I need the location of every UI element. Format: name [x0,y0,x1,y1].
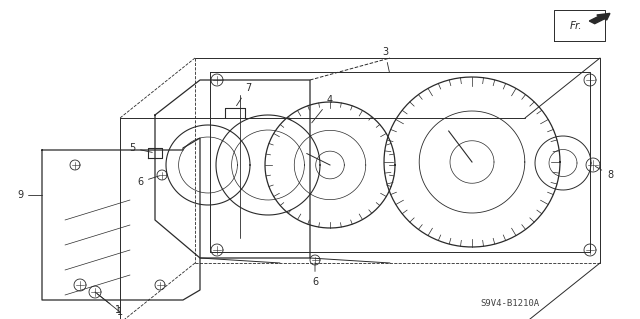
Text: 8: 8 [595,167,613,180]
Text: 6: 6 [137,176,159,187]
Text: 1: 1 [97,294,121,315]
Text: 3: 3 [382,47,389,72]
Text: 7: 7 [237,83,251,106]
Text: Fr.: Fr. [570,20,582,31]
FancyArrow shape [589,13,610,24]
Text: 6: 6 [312,263,318,287]
Text: 4: 4 [312,95,333,123]
Text: S9V4-B1210A: S9V4-B1210A [481,299,540,308]
Text: 5: 5 [129,143,152,153]
Text: 1: 1 [117,307,123,317]
Text: 9: 9 [17,190,23,200]
